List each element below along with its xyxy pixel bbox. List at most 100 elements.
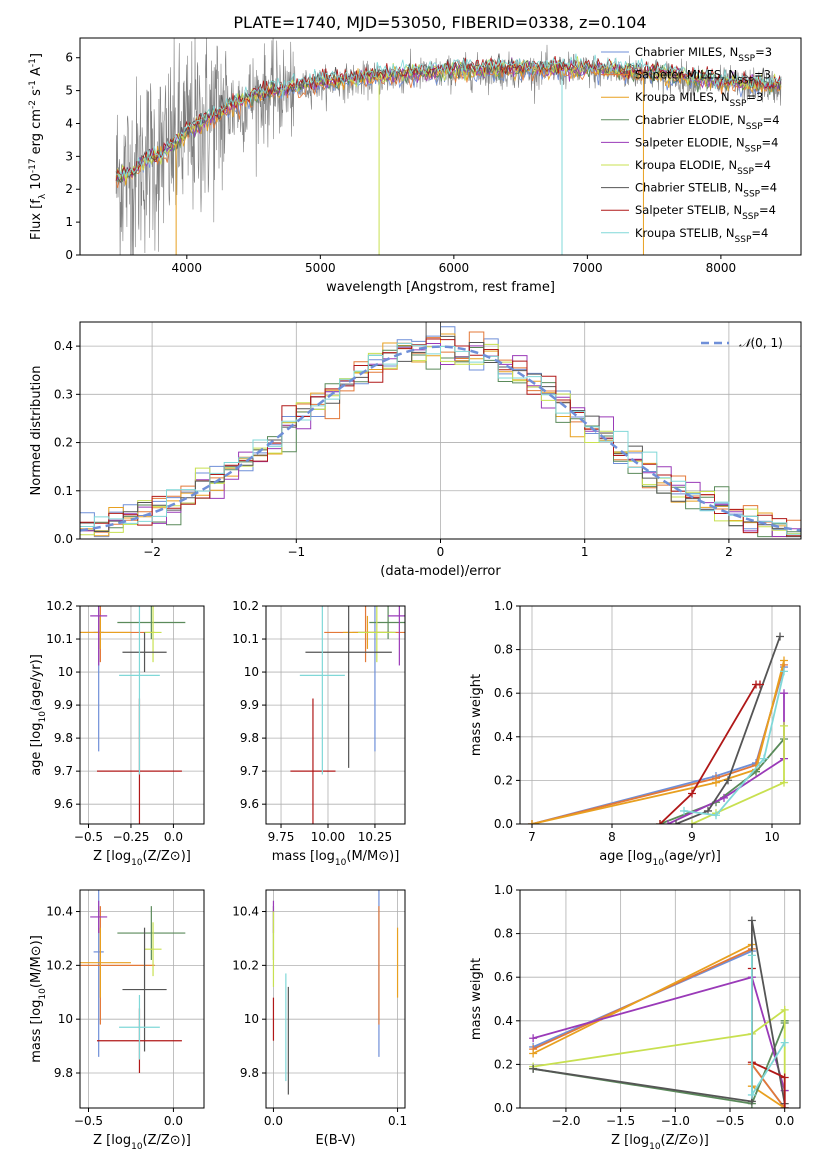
y-tick-label: 10 (244, 665, 259, 679)
y-tick-label: 10.1 (232, 632, 259, 646)
legend-entry: Chabrier STELIB, NSSP=4 (635, 181, 777, 200)
weight-marker (780, 1005, 789, 1014)
x-tick-label: 4000 (172, 261, 203, 275)
plot-area-weight-vs-z (529, 916, 789, 1108)
x-tick-label: 1 (581, 545, 589, 559)
weight-line-8 (659, 683, 760, 824)
y-tick-label: 1 (65, 215, 73, 229)
y-tick-label: 3 (65, 149, 73, 163)
y-tick-label: 9.8 (240, 1066, 259, 1080)
y-tick-label: 0.8 (494, 643, 513, 657)
legend-entry: Salpeter ELODIE, NSSP=4 (635, 135, 778, 154)
y-tick-label: 9.8 (54, 1066, 73, 1080)
axes-frame (79, 605, 205, 825)
x-tick-label: 7 (528, 830, 536, 844)
panels: 4000 5000 6000 7000 8000 0 1 2 3 4 5 6 wavelength [A… (28, 37, 802, 1152)
x-tick-label: −0.5 (74, 830, 103, 844)
weight-marker (529, 1034, 538, 1043)
weight-marker (712, 811, 720, 820)
weight-marker (724, 776, 732, 785)
y-tick-label: 0.2 (494, 773, 513, 787)
x-tick-label: 9.75 (268, 830, 295, 844)
weight-marker (780, 689, 788, 698)
x-axis-label: E(B-V) (315, 1133, 355, 1148)
weight-line-6 (691, 725, 785, 824)
x-tick-label: 2 (725, 545, 733, 559)
panel-mass-vs-z: −0.5 0.0 9.8 10 10.2 10.4 Z [log10(Z/Z⊙)] mass … (29, 889, 205, 1152)
y-tick-label: 0.1 (54, 484, 73, 498)
histogram-7 (80, 322, 801, 538)
histogram-8 (80, 338, 801, 537)
y-tick-label: 0.6 (494, 970, 513, 984)
weight-marker (780, 656, 788, 665)
y-tick-label: 9.7 (54, 764, 73, 778)
weight-line-3 (531, 660, 785, 824)
y-tick-label: 9.6 (54, 797, 73, 811)
y-axis-label: mass weight (469, 958, 484, 1040)
y-tick-label: 2 (65, 182, 73, 196)
histogram-9 (80, 342, 801, 535)
panel-age-vs-mass: 9.75 10.00 10.25 9.6 9.7 9.8 9.9 10 10.1 10.2 mass… (232, 599, 406, 868)
legend-entry: 𝒩(0, 1) (739, 336, 783, 350)
x-tick-label: −1 (287, 545, 305, 559)
normal-reference-curve (80, 345, 801, 532)
panel-mass-vs-ebv: 0.0 0.1 9.8 10 10.2 10.4 E(B-V) (232, 889, 407, 1148)
weight-line-6 (532, 1008, 786, 1108)
weight-line-9 (683, 671, 785, 817)
panel-weight-vs-z: −2.0 −1.5 −1.0 −0.5 0.0 0.0 0.2 0.4 0.6 0.8 1.0 Z [… (469, 883, 801, 1152)
weight-marker (680, 806, 688, 815)
axes-frame (79, 37, 802, 256)
weight-line-3 (532, 943, 786, 1108)
y-tick-label: 0.4 (54, 339, 73, 353)
x-tick-label: −2.0 (551, 1114, 580, 1128)
legend-entry: Kroupa STELIB, NSSP=4 (635, 226, 768, 245)
plot-area-age-vs-z (80, 606, 186, 824)
y-tick-label: 10.2 (232, 599, 259, 613)
plot-area-residuals (80, 322, 801, 538)
axes-frame (519, 605, 801, 825)
weight-marker (528, 820, 536, 824)
axes-frame (265, 889, 406, 1109)
panel-weight-vs-age: 7 8 9 10 0.0 0.2 0.4 0.6 0.8 1.0 age [log10(age/yr… (469, 599, 801, 868)
x-tick-label: 0.0 (164, 830, 183, 844)
y-tick-label: 10 (58, 1012, 73, 1026)
axes-frame (265, 605, 406, 825)
weight-marker (747, 916, 756, 925)
x-tick-label: 7000 (572, 261, 603, 275)
plot-area-weight-vs-age (528, 632, 788, 824)
legend-entry: Chabrier ELODIE, NSSP=4 (635, 113, 780, 132)
model-line-9 (116, 53, 782, 179)
legend-entry: Salpeter STELIB, NSSP=4 (635, 203, 776, 222)
model-line-8 (115, 56, 782, 181)
x-tick-label: −1.5 (606, 1114, 635, 1128)
weight-marker (664, 820, 672, 824)
weight-marker (756, 680, 764, 689)
figure-title: PLATE=1740, MJD=53050, FIBERID=0338, z=0… (233, 13, 646, 32)
plot-area-mass-vs-ebv (272, 890, 399, 1095)
weight-marker (780, 1073, 789, 1082)
y-tick-label: 0.6 (494, 686, 513, 700)
x-tick-label: 0.1 (388, 1114, 407, 1128)
y-tick-label: 1.0 (494, 883, 513, 897)
weight-marker (747, 951, 756, 960)
y-tick-label: 10 (58, 665, 73, 679)
x-axis-label: Z [log10(Z/Z⊙)] (611, 1133, 709, 1152)
y-axis-label: age [log10(age/yr)] (29, 654, 48, 776)
x-tick-label: 0.0 (164, 1114, 183, 1128)
x-tick-label: 0.0 (775, 1114, 794, 1128)
weight-marker (747, 1090, 756, 1099)
y-tick-label: 0.0 (494, 1101, 513, 1115)
legend-entry: Chabrier MILES, NSSP=3 (635, 45, 772, 64)
x-tick-label: 10.00 (311, 830, 345, 844)
legend-entry: Kroupa MILES, NSSP=3 (635, 90, 763, 109)
y-axis-label: mass [log10(M/M⊙)] (29, 935, 48, 1063)
legend-entry: Salpeter MILES, NSSP=3 (635, 68, 771, 87)
panel-age-vs-z: −0.5 −0.25 0.0 9.6 9.7 9.8 9.9 10 10.1 10.2 Z [log… (29, 599, 205, 868)
observed-spectrum (115, 38, 782, 255)
y-tick-label: 0.4 (494, 730, 513, 744)
weight-marker (780, 778, 788, 787)
x-tick-label: 5000 (305, 261, 336, 275)
y-axis-label: Flux [fλ 10-17 erg cm-2 s-1 A-1] (28, 53, 48, 240)
y-tick-label: 1.0 (494, 599, 513, 613)
